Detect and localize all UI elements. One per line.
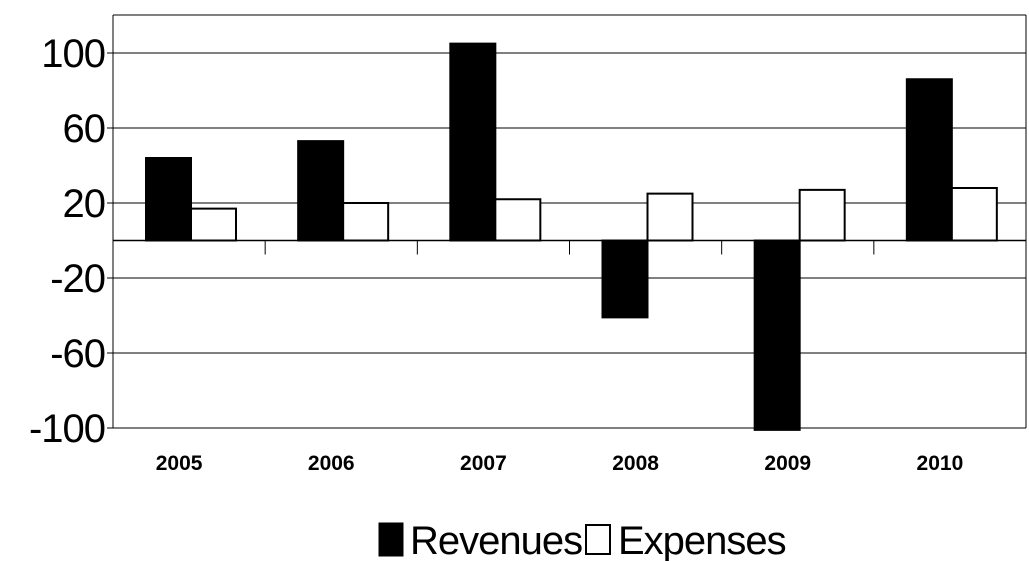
- y-tick-label: -20: [50, 257, 105, 301]
- bar-expenses-2007: [494, 198, 542, 242]
- bar-revenues-2010: [905, 78, 953, 242]
- bar-revenues-2009: [753, 239, 801, 431]
- x-tick-label: 2008: [612, 452, 659, 475]
- bar-expenses-2010: [950, 187, 998, 242]
- bars: [145, 42, 998, 431]
- gridlines: [113, 52, 1026, 429]
- x-tick-label: 2006: [308, 452, 355, 475]
- bar-revenues-2006: [297, 140, 345, 242]
- y-tick-label: 60: [63, 107, 106, 151]
- y-tick-labels: 100 60 20 -20 -60 -100: [29, 32, 106, 451]
- y-tick-label: 100: [41, 32, 105, 76]
- x-tick-label: 2009: [764, 452, 811, 475]
- bar-revenues-2005: [145, 157, 192, 242]
- bar-expenses-2006: [342, 202, 390, 242]
- y-tick-label: -60: [50, 332, 105, 376]
- axes: [107, 14, 1027, 429]
- bar-expenses-2005: [190, 207, 237, 242]
- x-tick-label: 2010: [917, 452, 964, 475]
- x-tick-labels: 2005 2006 2007 2008 2009 2010: [156, 452, 964, 475]
- legend-label-expenses: Expenses: [618, 519, 786, 561]
- legend: Revenues Expenses: [378, 519, 787, 561]
- y-tick-label: 20: [63, 182, 106, 226]
- legend-label-revenues: Revenues: [410, 519, 582, 561]
- legend-swatch-expenses: [585, 524, 611, 555]
- bar-expenses-2008: [646, 192, 694, 242]
- y-tick-label: -100: [29, 407, 105, 451]
- bar-revenues-2007: [449, 42, 497, 242]
- x-tick-label: 2005: [156, 452, 203, 475]
- bar-expenses-2009: [798, 188, 846, 242]
- x-tick-label: 2007: [460, 452, 507, 475]
- legend-swatch-revenues: [378, 522, 404, 557]
- bar-revenues-2008: [601, 239, 649, 319]
